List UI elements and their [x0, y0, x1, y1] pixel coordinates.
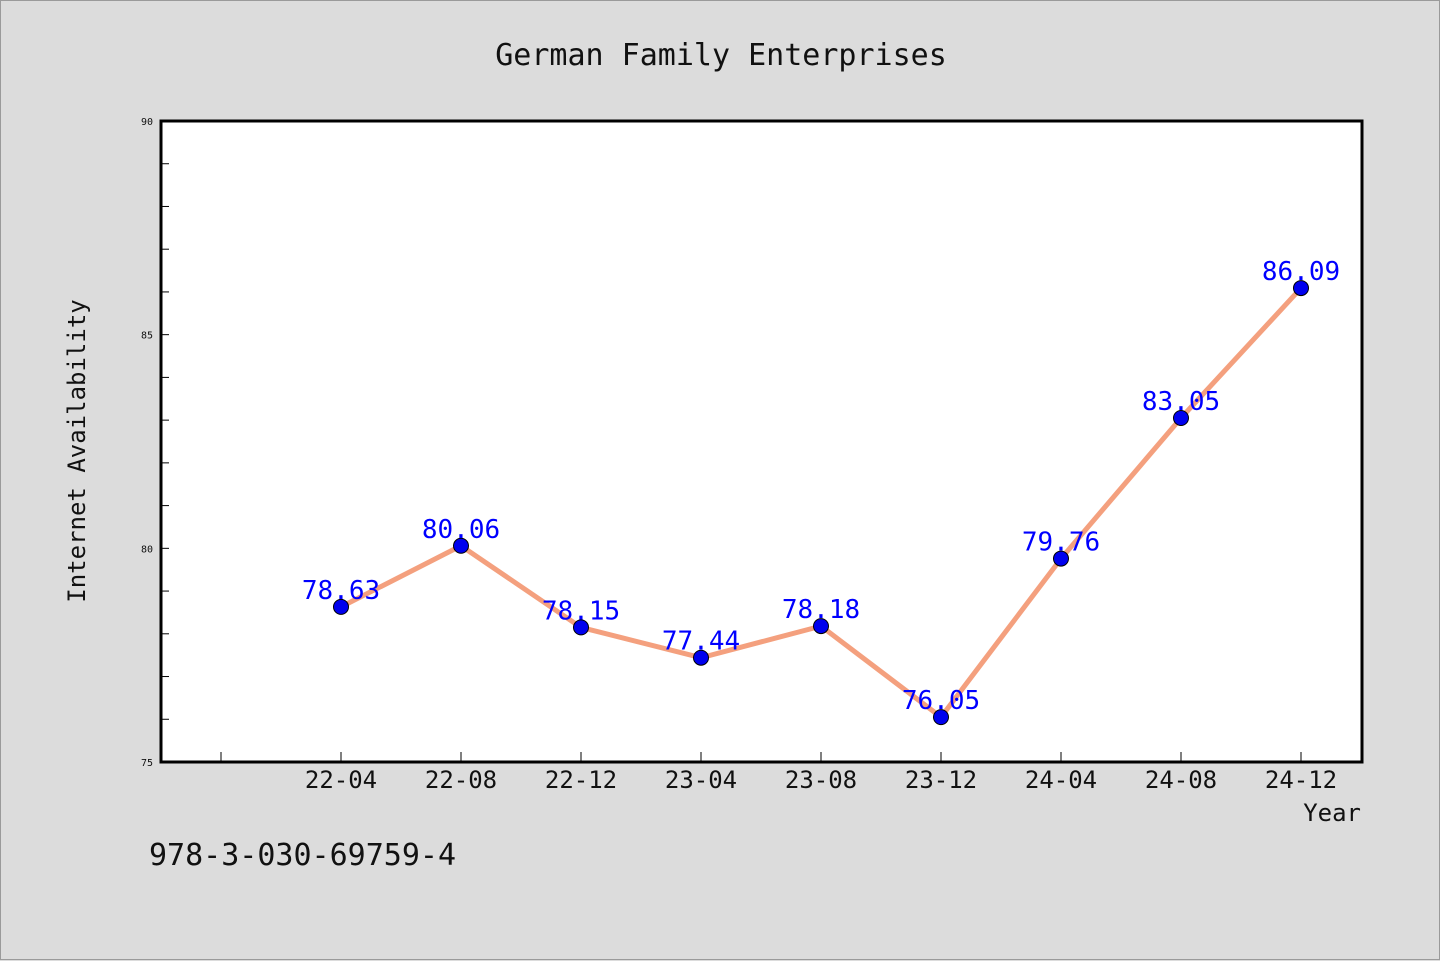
x-tick-label: 22-08 [425, 766, 497, 794]
data-point [1173, 409, 1189, 426]
data-label: 80.06 [422, 515, 500, 545]
series-markers [333, 280, 1309, 726]
plot-area [159, 119, 1364, 764]
x-tick-label: 23-04 [665, 766, 737, 794]
chart-title: German Family Enterprises [495, 38, 947, 73]
data-point [813, 618, 829, 635]
data-point [573, 619, 589, 636]
y-tick-label: 75 [141, 758, 153, 769]
y-tick-label: 85 [141, 331, 153, 342]
data-label: 78.15 [542, 596, 620, 626]
x-tick-label: 22-12 [545, 766, 617, 794]
isbn-footer: 978-3-030-69759-4 [149, 838, 456, 873]
data-label: 83.05 [1142, 387, 1220, 417]
x-tick-label: 23-08 [785, 766, 857, 794]
y-tick-label: 80 [141, 544, 153, 555]
x-axis-label: Year [1303, 799, 1361, 827]
y-axis-ticks: 75 80 85 90 [141, 117, 169, 769]
data-point [453, 537, 469, 554]
data-point [1293, 280, 1309, 297]
data-point [333, 598, 349, 615]
data-label: 78.18 [782, 595, 860, 625]
y-axis-label: Internet Availability [63, 299, 91, 602]
data-label: 79.76 [1022, 528, 1100, 558]
x-tick-label: 24-12 [1265, 766, 1337, 794]
data-point [933, 709, 949, 726]
data-point [693, 649, 709, 666]
y-tick-label: 90 [141, 117, 153, 128]
data-label: 76.05 [902, 686, 980, 716]
x-tick-label: 23-12 [905, 766, 977, 794]
data-labels: 78.63 80.06 78.15 77.44 78.18 76.05 79.76 83.05… [302, 257, 1340, 716]
x-tick-label: 24-08 [1145, 766, 1217, 794]
data-label: 77.44 [662, 627, 740, 657]
x-tick-label: 22-04 [305, 766, 377, 794]
data-label: 78.63 [302, 576, 380, 606]
x-axis-ticks: 22-04 22-08 22-12 23-04 23-08 23-12 24-04 24-08… [220, 752, 1337, 794]
x-tick-label: 24-04 [1025, 766, 1097, 794]
data-label: 86.09 [1262, 257, 1340, 287]
data-point [1053, 550, 1069, 567]
